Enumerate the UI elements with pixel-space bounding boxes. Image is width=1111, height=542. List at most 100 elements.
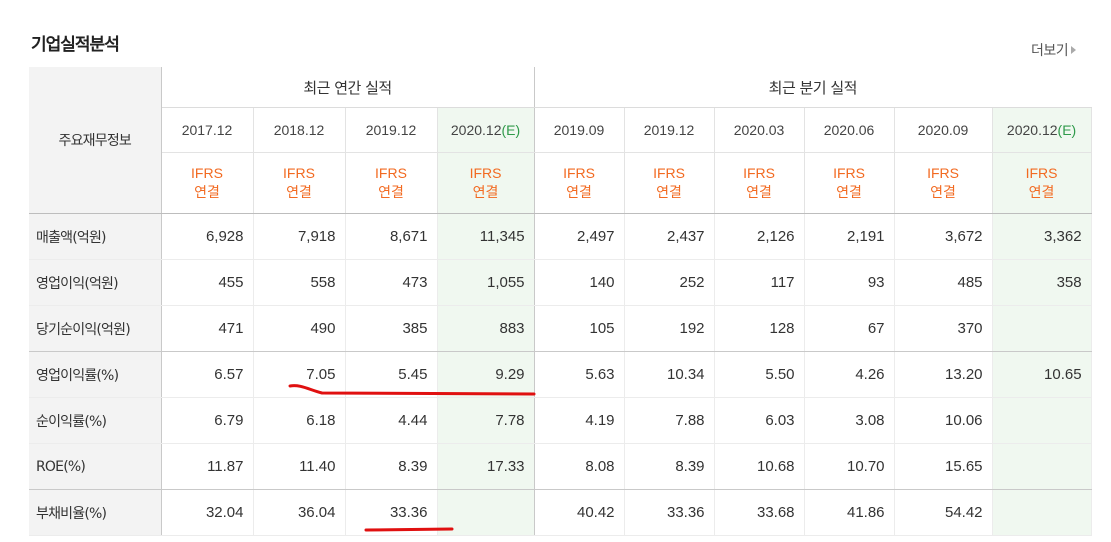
ifrs-label: IFRS xyxy=(927,165,959,181)
consolidated-label: 연결 xyxy=(930,184,956,200)
value-cell: 471 xyxy=(161,305,254,352)
consolidated-label: 연결 xyxy=(836,184,862,200)
value-cell: 6.79 xyxy=(161,397,254,444)
value-cell: 490 xyxy=(253,305,346,352)
value-cell: 41.86 xyxy=(804,489,895,536)
consolidated-label: 연결 xyxy=(378,184,404,200)
period-header: 2020.09 xyxy=(894,107,993,153)
table-row: 영업이익률(%) 6.57 7.05 5.45 9.29 5.63 10.34 5.50 4.2… xyxy=(29,351,1092,398)
table-row: ROE(%) 11.87 11.40 8.39 17.33 8.08 8.39 10.68 10… xyxy=(29,443,1092,490)
value-cell: 6.03 xyxy=(714,397,805,444)
value-cell: 5.45 xyxy=(345,351,438,398)
table-row: 당기순이익(억원) 471 490 385 883 105 192 128 67 370 xyxy=(29,305,1092,352)
value-cell: 6.57 xyxy=(161,351,254,398)
value-cell: 5.50 xyxy=(714,351,805,398)
period-header: 2020.03 xyxy=(714,107,805,153)
value-cell: 473 xyxy=(345,259,438,306)
consolidated-label: 연결 xyxy=(472,184,499,200)
ifrs-basis-cell: IFRS 연결 xyxy=(624,152,715,214)
period-header: 2017.12 xyxy=(161,107,254,153)
value-cell: 1,055 xyxy=(437,259,535,306)
value-cell: 358 xyxy=(992,259,1092,306)
ifrs-label: IFRS xyxy=(283,165,315,181)
value-cell: 4.44 xyxy=(345,397,438,444)
row-label: 매출액(억원) xyxy=(29,213,162,260)
value-cell: 192 xyxy=(624,305,715,352)
value-cell: 13.20 xyxy=(894,351,993,398)
value-cell: 33.36 xyxy=(624,489,715,536)
period-header: 2020.12(E) xyxy=(992,107,1092,153)
ifrs-label: IFRS xyxy=(191,165,223,181)
ifrs-label: IFRS xyxy=(653,165,685,181)
value-cell: 9.29 xyxy=(437,351,535,398)
ifrs-label: IFRS xyxy=(1025,165,1058,181)
value-cell: 3,672 xyxy=(894,213,993,260)
value-cell xyxy=(992,489,1092,536)
value-cell: 6,928 xyxy=(161,213,254,260)
consolidated-label: 연결 xyxy=(566,184,592,200)
ifrs-basis-cell: IFRS 연결 xyxy=(714,152,805,214)
value-cell: 7,918 xyxy=(253,213,346,260)
value-cell: 117 xyxy=(714,259,805,306)
value-cell: 2,126 xyxy=(714,213,805,260)
value-cell: 40.42 xyxy=(534,489,625,536)
value-cell: 8.39 xyxy=(624,443,715,490)
value-cell: 2,437 xyxy=(624,213,715,260)
value-cell: 7.88 xyxy=(624,397,715,444)
value-cell: 8.08 xyxy=(534,443,625,490)
consolidated-label: 연결 xyxy=(746,184,772,200)
value-cell: 7.05 xyxy=(253,351,346,398)
value-cell xyxy=(992,397,1092,444)
value-cell: 11.87 xyxy=(161,443,254,490)
value-cell: 3,362 xyxy=(992,213,1092,260)
value-cell: 385 xyxy=(345,305,438,352)
value-cell: 2,497 xyxy=(534,213,625,260)
ifrs-basis-cell: IFRS 연결 xyxy=(894,152,993,214)
value-cell: 17.33 xyxy=(437,443,535,490)
value-cell: 2,191 xyxy=(804,213,895,260)
value-cell: 252 xyxy=(624,259,715,306)
more-link[interactable]: 더보기 xyxy=(1031,40,1077,60)
value-cell: 54.42 xyxy=(894,489,993,536)
header-main-financial-info: 주요재무정보 xyxy=(29,67,162,214)
row-label: 순이익률(%) xyxy=(29,397,162,444)
value-cell: 6.18 xyxy=(253,397,346,444)
ifrs-label: IFRS xyxy=(375,165,407,181)
period-header: 2019.12 xyxy=(624,107,715,153)
row-label: 부채비율(%) xyxy=(29,489,162,536)
row-label: 당기순이익(억원) xyxy=(29,305,162,352)
value-cell: 485 xyxy=(894,259,993,306)
ifrs-basis-cell: IFRS 연결 xyxy=(437,152,535,214)
ifrs-label: IFRS xyxy=(833,165,865,181)
ifrs-basis-cell: IFRS 연결 xyxy=(253,152,346,214)
value-cell: 128 xyxy=(714,305,805,352)
ifrs-basis-cell: IFRS 연결 xyxy=(804,152,895,214)
value-cell: 8,671 xyxy=(345,213,438,260)
value-cell: 10.34 xyxy=(624,351,715,398)
value-cell: 10.06 xyxy=(894,397,993,444)
value-cell: 140 xyxy=(534,259,625,306)
value-cell: 370 xyxy=(894,305,993,352)
table-row: 부채비율(%) 32.04 36.04 33.36 40.42 33.36 33.68 41.… xyxy=(29,489,1092,536)
ifrs-basis-cell: IFRS 연결 xyxy=(161,152,254,214)
value-cell: 7.78 xyxy=(437,397,535,444)
value-cell: 10.70 xyxy=(804,443,895,490)
consolidated-label: 연결 xyxy=(194,184,220,200)
consolidated-label: 연결 xyxy=(1028,184,1055,200)
ifrs-label: IFRS xyxy=(469,165,502,181)
value-cell xyxy=(992,443,1092,490)
header-annual: 최근 연간 실적 xyxy=(161,67,535,108)
value-cell: 10.65 xyxy=(992,351,1092,398)
row-label: 영업이익(억원) xyxy=(29,259,162,306)
caret-right-icon xyxy=(1071,46,1077,54)
value-cell: 3.08 xyxy=(804,397,895,444)
value-cell: 455 xyxy=(161,259,254,306)
table-row: 순이익률(%) 6.79 6.18 4.44 7.78 4.19 7.88 6.03 3.08 1… xyxy=(29,397,1092,444)
more-link-label: 더보기 xyxy=(1031,43,1069,59)
period-header: 2019.12 xyxy=(345,107,438,153)
header-quarterly: 최근 분기 실적 xyxy=(534,67,1092,108)
value-cell: 105 xyxy=(534,305,625,352)
value-cell: 93 xyxy=(804,259,895,306)
value-cell: 15.65 xyxy=(894,443,993,490)
table-row: 영업이익(억원) 455 558 473 1,055 140 252 117 93 485 358 xyxy=(29,259,1092,306)
